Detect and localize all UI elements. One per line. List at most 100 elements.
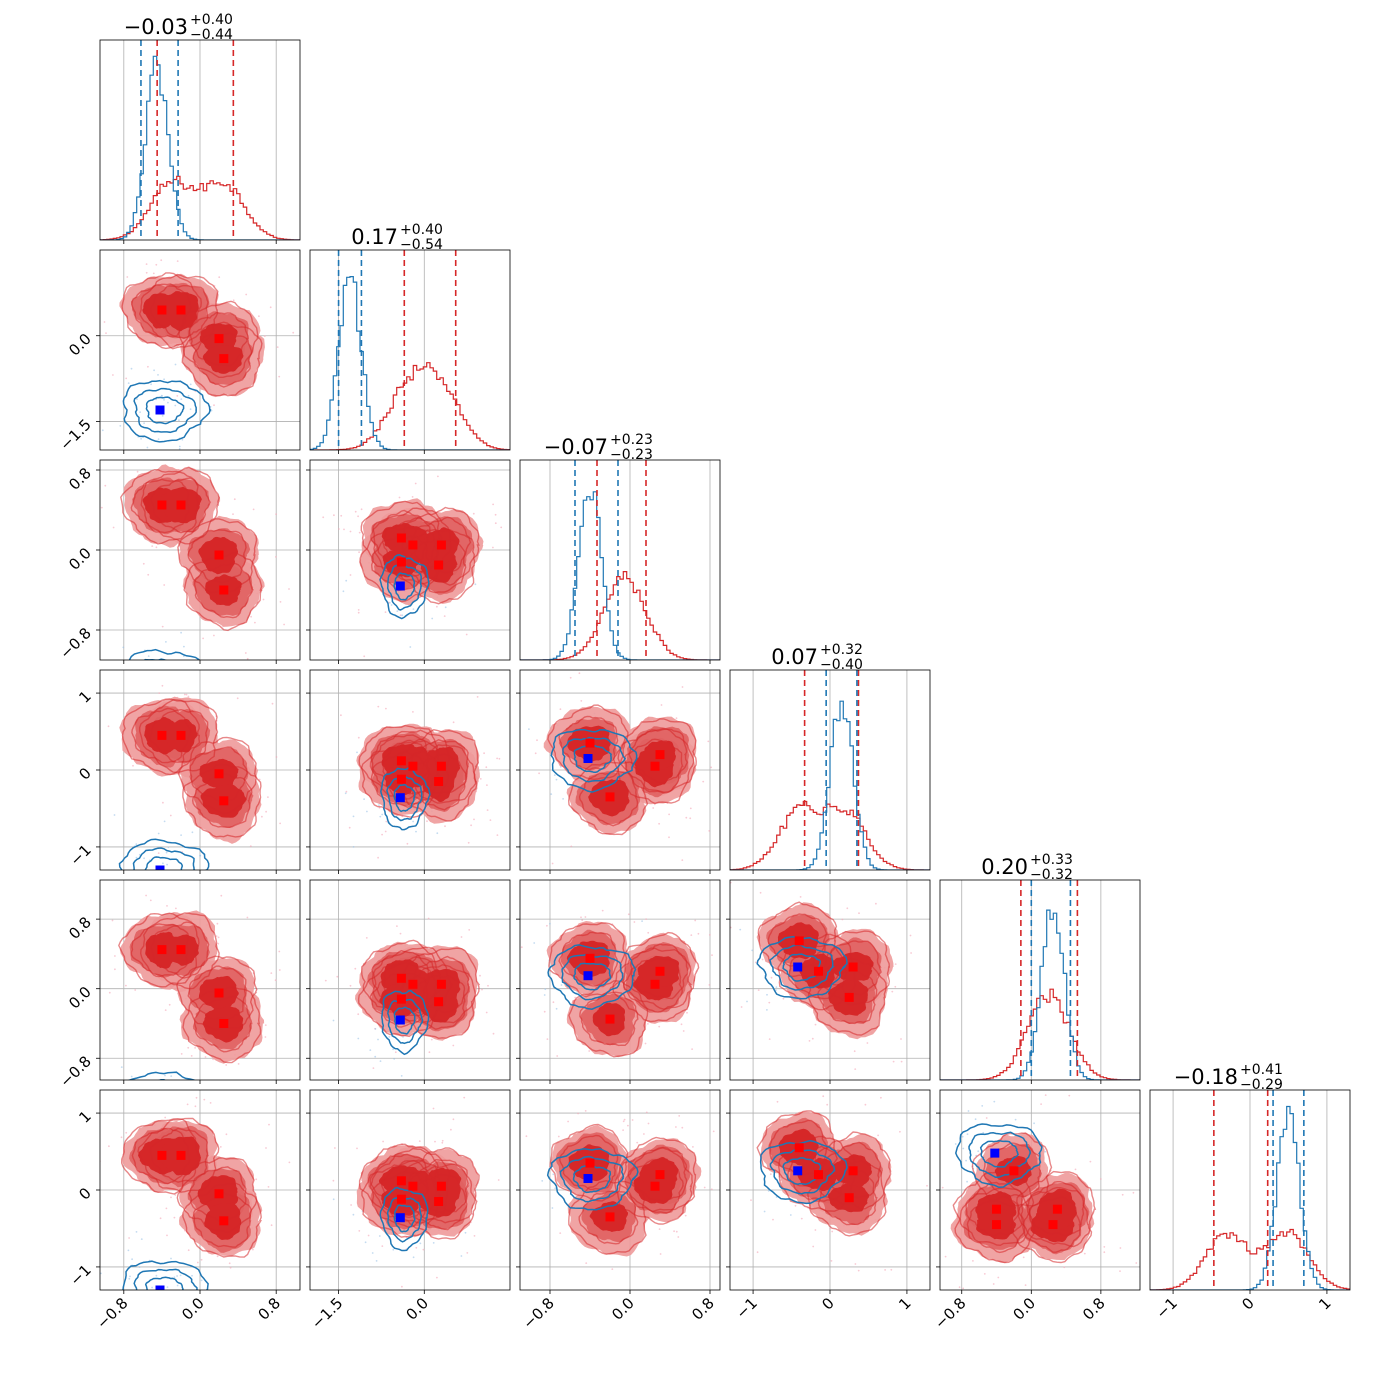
sample-point-red [627, 913, 630, 916]
sample-point-red [432, 1107, 435, 1110]
contour-line-red [176, 955, 258, 1031]
sample-point-blue [176, 1284, 179, 1287]
sample-point-blue [139, 411, 141, 413]
sample-point-blue [965, 1159, 967, 1162]
mean-marker-blue [793, 1166, 803, 1176]
sample-point-blue [332, 1019, 335, 1022]
sample-point-red [647, 1023, 649, 1025]
sample-point-red [633, 921, 636, 923]
contour-line-red [628, 728, 689, 784]
contour-line-blue [547, 944, 637, 1010]
title-value: 0.07 [771, 645, 818, 669]
sample-point-red [398, 496, 401, 499]
sample-point-red [494, 513, 497, 516]
sample-point-red [710, 766, 713, 769]
sample-point-red [270, 1224, 273, 1227]
sample-point-blue [150, 1304, 152, 1306]
sample-point-red [1103, 1246, 1106, 1248]
sample-point-red [219, 1146, 222, 1148]
sample-point-red [372, 1067, 375, 1069]
contour-line-blue [561, 953, 624, 1001]
sample-point-red [675, 1126, 677, 1128]
mean-marker-red [157, 945, 167, 955]
mean-marker-red [794, 936, 804, 946]
mean-marker-blue [155, 865, 165, 870]
sample-point-red [233, 498, 236, 501]
sample-point-red [551, 862, 554, 865]
sample-point-red [174, 1194, 177, 1196]
y-tick-label: 0.0 [65, 330, 95, 360]
sample-point-red [686, 1011, 688, 1014]
panel-content [95, 250, 300, 450]
contour-line-red [131, 707, 192, 764]
sample-point-red [258, 778, 261, 781]
sample-point-blue [157, 881, 159, 883]
sample-point-red [660, 704, 663, 706]
contour-line-blue [144, 1276, 184, 1290]
sample-point-red [584, 916, 587, 918]
title-value: 0.17 [351, 225, 398, 249]
joint-panel: −1 0 1 −0.8 0.0 0.8 [66, 1089, 306, 1333]
sample-point-blue [140, 437, 142, 440]
sample-point-blue [993, 1100, 996, 1103]
sample-point-red [485, 1011, 488, 1014]
x-tick-label: −1 [1153, 1294, 1181, 1322]
sample-point-red [114, 968, 116, 971]
sample-point-red [270, 972, 273, 974]
contour-line-red [131, 283, 192, 338]
sample-point-blue [153, 667, 155, 669]
joint-panel [516, 669, 721, 874]
sample-point-red [237, 1063, 240, 1065]
sample-point-red [365, 937, 368, 939]
contour-line-blue [769, 944, 835, 991]
sample-point-red [546, 924, 548, 927]
sample-point-blue [981, 1105, 984, 1107]
sample-point-red [340, 714, 342, 717]
sample-point-blue [390, 604, 393, 606]
sample-point-red [536, 739, 538, 742]
sample-point-red [899, 1130, 901, 1133]
sample-point-red [757, 989, 760, 991]
sample-point-red [866, 1042, 869, 1044]
contour-line-blue [118, 838, 210, 870]
sample-point-blue [144, 1118, 146, 1120]
sample-point-blue [369, 1049, 372, 1051]
sample-point-blue [147, 655, 150, 657]
sample-point-blue [378, 804, 380, 806]
contour-line-red [817, 969, 878, 1025]
sample-point-blue [95, 393, 97, 395]
contour-line-blue [782, 953, 822, 982]
sample-point-blue [175, 1308, 177, 1310]
sample-point-red [658, 1228, 661, 1230]
sample-point-red [645, 918, 647, 920]
sample-point-blue [180, 631, 182, 634]
sample-point-blue [982, 1131, 985, 1134]
sample-point-red [267, 1186, 270, 1188]
sample-point-red [520, 946, 523, 949]
sample-point-blue [179, 674, 181, 676]
sample-point-red [534, 752, 537, 755]
sample-point-red [483, 752, 485, 755]
sample-point-red [304, 1142, 306, 1144]
joint-panel [306, 459, 511, 664]
contour-line-red [138, 698, 219, 774]
sample-point-blue [157, 832, 160, 835]
sample-point-red [163, 584, 166, 586]
sample-point-red [689, 817, 692, 820]
title-lower-error: −0.40 [820, 657, 863, 673]
x-tick-label: 0.0 [608, 1294, 638, 1324]
sample-point-red [209, 1102, 212, 1104]
sample-point-red [627, 1124, 629, 1127]
sample-point-blue [379, 1060, 382, 1062]
panel-frame [309, 879, 511, 1081]
sample-point-red [884, 1269, 886, 1271]
sample-point-blue [167, 679, 169, 681]
sample-point-red [645, 1111, 648, 1114]
sample-point-blue [174, 363, 177, 366]
sample-point-red [799, 896, 802, 898]
sample-point-red [480, 951, 482, 953]
sample-point-red [427, 917, 430, 920]
contour-line-red [192, 1192, 252, 1248]
sample-point-blue [165, 877, 167, 879]
panel-content [940, 1090, 1140, 1290]
